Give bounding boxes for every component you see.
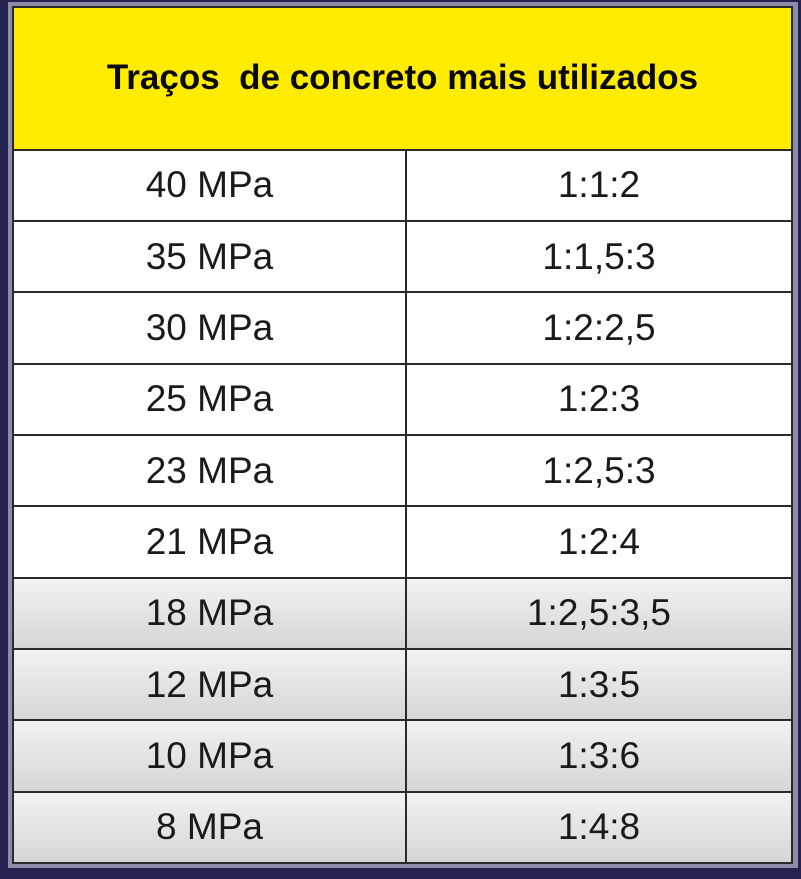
mix-cell: 1:2,5:3 [405, 433, 793, 508]
strength-cell: 10 MPa [12, 719, 407, 793]
mix-cell: 1:4:8 [405, 790, 793, 865]
table-row: 8 MPa 1:4:8 [12, 790, 793, 865]
strength-cell: 12 MPa [12, 647, 407, 722]
strength-cell: 25 MPa [12, 362, 407, 436]
table-row: 30 MPa 1:2:2,5 [12, 291, 793, 365]
table-row: 12 MPa 1:3:5 [12, 647, 793, 722]
strength-cell: 40 MPa [12, 148, 407, 222]
mix-cell: 1:2:4 [405, 505, 793, 579]
table-row: 18 MPa 1:2,5:3,5 [12, 576, 793, 650]
strength-cell: 21 MPa [12, 505, 407, 579]
table-row: 25 MPa 1:2:3 [12, 362, 793, 436]
mix-cell: 1:2,5:3,5 [405, 576, 793, 650]
strength-cell: 35 MPa [12, 219, 407, 294]
table-row: 23 MPa 1:2,5:3 [12, 433, 793, 508]
mix-cell: 1:3:6 [405, 719, 793, 793]
table-row: 35 MPa 1:1,5:3 [12, 219, 793, 294]
table-row: 10 MPa 1:3:6 [12, 719, 793, 793]
strength-cell: 30 MPa [12, 291, 407, 365]
strength-cell: 23 MPa [12, 433, 407, 508]
mix-cell: 1:1:2 [405, 148, 793, 222]
table-row: 40 MPa 1:1:2 [12, 148, 793, 222]
concrete-mix-table: Traços de concreto mais utilizados 40 MP… [12, 6, 793, 865]
mix-cell: 1:3:5 [405, 647, 793, 722]
mix-cell: 1:2:3 [405, 362, 793, 436]
table-row: 21 MPa 1:2:4 [12, 505, 793, 579]
strength-cell: 8 MPa [12, 790, 407, 865]
table-header: Traços de concreto mais utilizados [12, 6, 793, 151]
strength-cell: 18 MPa [12, 576, 407, 650]
mix-cell: 1:1,5:3 [405, 219, 793, 294]
mix-cell: 1:2:2,5 [405, 291, 793, 365]
